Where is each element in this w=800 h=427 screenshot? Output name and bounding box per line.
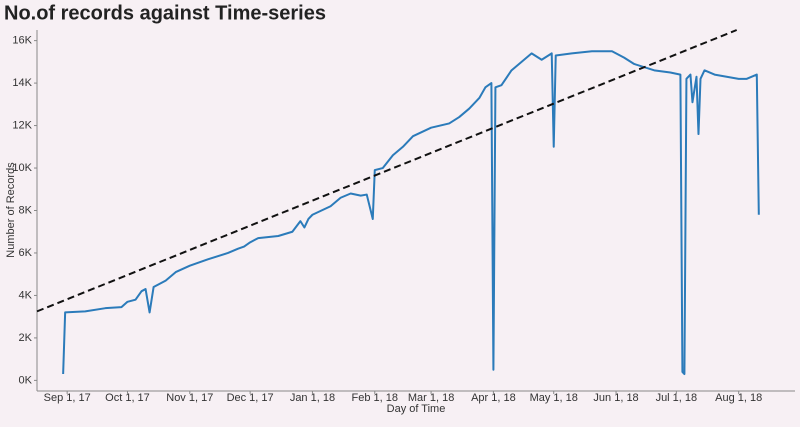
y-tick-label: 14K <box>12 77 32 89</box>
trend-line <box>36 29 738 313</box>
x-tick-label: Jun 1, 18 <box>593 392 638 404</box>
x-tick-label: Jan 1, 18 <box>290 392 335 404</box>
y-tick-label: 2K <box>19 332 33 344</box>
y-tick-label: 12K <box>12 119 32 131</box>
y-tick-label: 0K <box>19 374 33 386</box>
x-tick-label: May 1, 18 <box>530 392 578 404</box>
y-tick-label: 4K <box>19 289 33 301</box>
x-tick-label: Feb 1, 18 <box>352 392 398 404</box>
x-tick-label: Apr 1, 18 <box>471 392 516 404</box>
x-tick-label: Nov 1, 17 <box>166 392 213 404</box>
x-tick-label: Dec 1, 17 <box>227 392 274 404</box>
y-tick-label: 16K <box>12 35 32 47</box>
x-tick-label: Jul 1, 18 <box>656 392 698 404</box>
y-axis-label: Number of Records <box>5 162 17 258</box>
x-tick-label: Oct 1, 17 <box>105 392 150 404</box>
x-tick-label: Mar 1, 18 <box>408 392 454 404</box>
x-axis-label: Day of Time <box>387 403 446 415</box>
y-tick-label: 8K <box>19 204 33 216</box>
x-tick-label: Sep 1, 17 <box>44 392 91 404</box>
y-tick-label: 6K <box>19 247 33 259</box>
data-line <box>62 50 760 376</box>
x-tick-label: Aug 1, 18 <box>715 392 762 404</box>
y-tick-label: 10K <box>12 162 32 174</box>
chart-title: No.of records against Time-series <box>4 2 326 24</box>
